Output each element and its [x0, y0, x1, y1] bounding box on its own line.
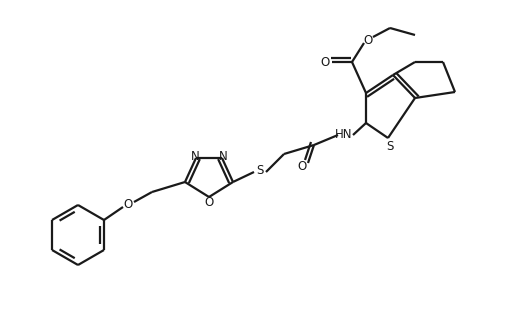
Text: O: O: [297, 160, 307, 174]
Text: O: O: [321, 55, 330, 69]
Text: N: N: [190, 150, 199, 163]
Text: N: N: [218, 150, 227, 163]
Text: S: S: [257, 163, 263, 177]
Text: O: O: [123, 199, 133, 212]
Text: HN: HN: [335, 128, 353, 142]
Text: O: O: [363, 34, 372, 47]
Text: S: S: [386, 140, 394, 152]
Text: O: O: [204, 196, 214, 210]
